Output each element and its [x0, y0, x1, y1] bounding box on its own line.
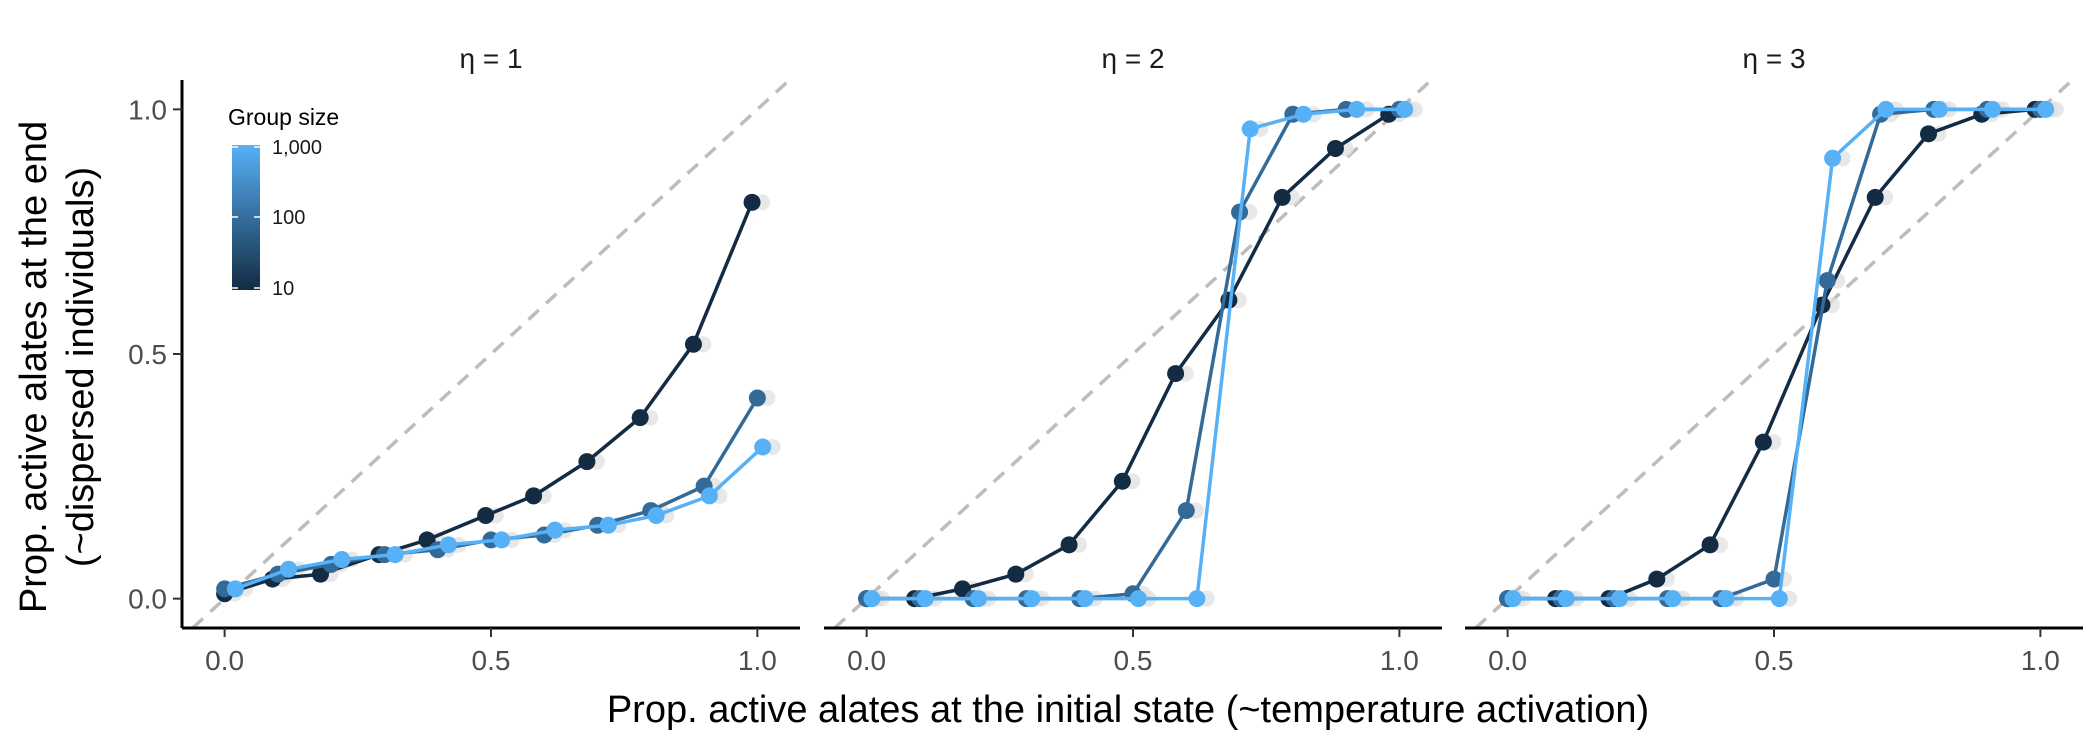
- data-point-size-10: [631, 409, 649, 427]
- data-point-size-1000: [1188, 590, 1206, 608]
- data-point-size-1000: [386, 546, 404, 564]
- data-point-size-1000: [280, 560, 298, 578]
- data-point-size-10: [1167, 365, 1185, 383]
- x-tick-label: 1.0: [738, 645, 777, 676]
- data-point-size-1000: [1129, 590, 1147, 608]
- legend-label: 10: [272, 278, 294, 300]
- panel-3: η = 3 0.0 0.5 1.0: [1465, 43, 2083, 676]
- panel-title: η = 1: [459, 43, 522, 74]
- data-point-size-1000: [439, 536, 457, 554]
- data-point-size-10: [1113, 472, 1131, 490]
- data-point-size-10: [1866, 188, 1884, 206]
- data-point-size-1000: [333, 551, 351, 568]
- series-line-size-1000: [871, 107, 1405, 601]
- data-point-size-100: [1818, 272, 1836, 290]
- data-point-size-1000: [1983, 100, 2001, 118]
- data-point-size-1000: [599, 516, 617, 534]
- x-tick-label: 0.5: [1114, 645, 1153, 676]
- x-tick-label: 0.0: [205, 645, 244, 676]
- color-legend: Group size 1,000 100 10: [228, 104, 339, 300]
- data-point-size-1000: [1023, 590, 1041, 608]
- data-point-size-1000: [970, 590, 987, 608]
- x-tick-label: 1.0: [1380, 645, 1419, 676]
- y-tick-label: 1.0: [128, 94, 167, 125]
- x-tick-label: 0.5: [1755, 645, 1794, 676]
- data-point-size-1000: [1294, 105, 1312, 123]
- data-point-size-1000: [1717, 590, 1735, 608]
- data-point-size-1000: [1770, 590, 1788, 608]
- reference-line: [191, 78, 791, 630]
- data-point-size-1000: [1877, 100, 1895, 118]
- y-tick-label: 0.5: [128, 339, 167, 370]
- data-point-size-10: [1920, 125, 1937, 143]
- data-point-size-10: [684, 335, 702, 353]
- data-point-size-10: [1754, 433, 1772, 451]
- data-point-size-1000: [1557, 590, 1575, 608]
- series-line-size-100: [224, 397, 759, 591]
- data-point-size-1000: [546, 521, 564, 539]
- data-point-size-100: [1177, 502, 1195, 520]
- panel-title: η = 3: [1742, 43, 1805, 74]
- y-tick-label: 0.0: [128, 584, 167, 615]
- data-point-size-10: [743, 193, 761, 211]
- series-line-size-1000: [1512, 107, 2046, 601]
- data-point-size-1000: [863, 590, 881, 608]
- data-point-size-1000: [1611, 590, 1628, 608]
- reference-line: [833, 78, 1433, 630]
- data-point-size-1000: [493, 531, 511, 549]
- data-point-size-100: [1765, 570, 1783, 588]
- data-point-size-1000: [2037, 100, 2055, 118]
- data-point-size-10: [477, 506, 495, 524]
- legend-label: 100: [272, 207, 305, 229]
- data-point-size-1000: [1348, 100, 1366, 118]
- panels: η = 10.0 0.5 1.00.00.51.0η = 20.0 0.5 1.0η =…: [128, 43, 2083, 676]
- data-point-size-1000: [647, 506, 665, 524]
- data-point-size-10: [1326, 140, 1344, 157]
- reference-line: [1474, 78, 2074, 630]
- data-point-size-10: [525, 487, 543, 505]
- y-axis-title-line-2: (~dispersed individuals): [60, 167, 102, 567]
- data-point-size-1000: [1396, 100, 1414, 118]
- data-point-size-1000: [1076, 590, 1094, 608]
- x-tick-label: 0.5: [472, 645, 511, 676]
- data-point-size-1000: [754, 438, 772, 456]
- data-point-size-1000: [226, 580, 244, 598]
- legend-label: 1,000: [272, 137, 322, 159]
- data-point-size-10: [1273, 188, 1291, 206]
- data-point-size-1000: [1824, 149, 1842, 167]
- panel-1: η = 1 0.0 0.5 1.0 0.0 0.5 1.0: [128, 43, 800, 676]
- data-point-size-1000: [1930, 100, 1948, 118]
- x-axis-title: Prop. active alates at the initial state…: [607, 689, 1649, 731]
- data-point-size-10: [1701, 536, 1719, 554]
- data-point-size-10: [578, 453, 596, 471]
- panel-title: η = 2: [1101, 43, 1164, 74]
- data-point-size-100: [748, 389, 766, 407]
- legend-title: Group size: [228, 104, 339, 130]
- x-tick-label: 1.0: [2021, 645, 2060, 676]
- panel-2: η = 2 0.0 0.5 1.0: [824, 43, 1442, 676]
- y-axis-title-line-1: Prop. active alates at the end: [13, 121, 55, 613]
- x-tick-label: 0.0: [1488, 645, 1527, 676]
- x-tick-label: 0.0: [847, 645, 886, 676]
- data-point-size-10: [1007, 565, 1025, 583]
- data-point-size-1000: [700, 487, 718, 505]
- data-point-size-1000: [1504, 590, 1522, 608]
- data-point-size-10: [1648, 570, 1666, 588]
- data-point-size-1000: [1241, 120, 1259, 138]
- data-point-size-10: [1060, 536, 1078, 554]
- data-point-size-1000: [1664, 590, 1682, 608]
- data-point-size-1000: [916, 590, 934, 608]
